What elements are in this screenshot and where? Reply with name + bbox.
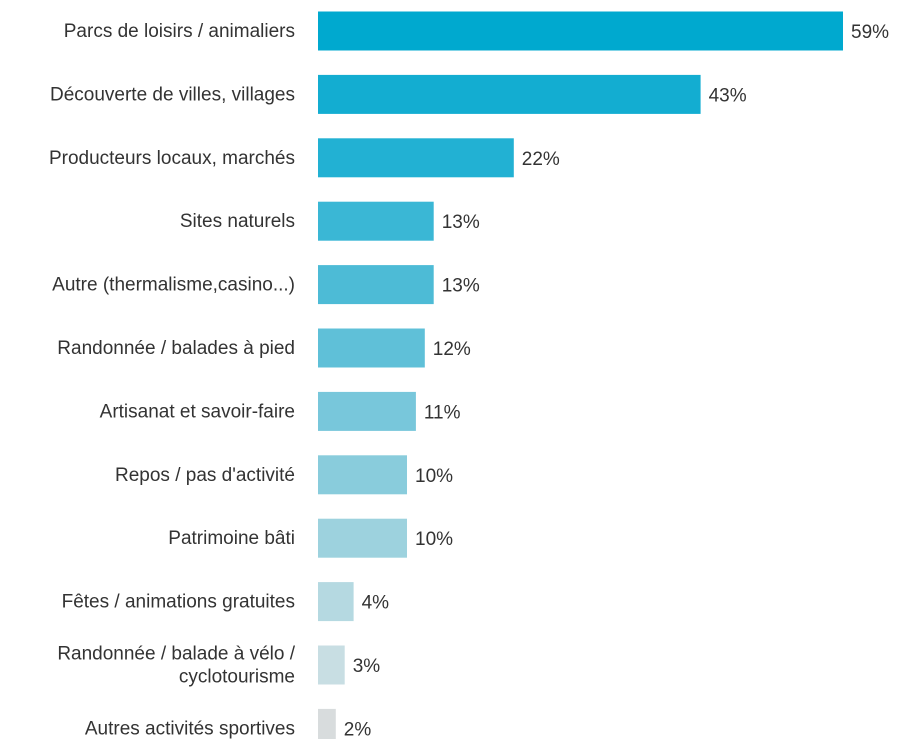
category-label-0: Parcs de loisirs / animaliers bbox=[64, 21, 295, 42]
bar-2 bbox=[318, 138, 514, 178]
value-label-4: 13% bbox=[442, 276, 480, 297]
category-label-9: Fêtes / animations gratuites bbox=[62, 592, 295, 613]
category-label-2: Producteurs locaux, marchés bbox=[49, 148, 295, 169]
bar-0 bbox=[318, 11, 843, 51]
value-label-1: 43% bbox=[709, 85, 747, 106]
value-label-7: 10% bbox=[415, 466, 453, 487]
category-label-4: Autre (thermalisme,casino...) bbox=[52, 275, 295, 296]
bar-9 bbox=[318, 582, 354, 622]
bar-1 bbox=[318, 74, 701, 114]
bar-5 bbox=[318, 328, 425, 368]
category-label-10-line-1: cyclotourisme bbox=[179, 667, 295, 688]
value-label-9: 4% bbox=[362, 593, 390, 614]
bar-6 bbox=[318, 391, 416, 431]
category-label-6: Artisanat et savoir-faire bbox=[100, 401, 295, 422]
bar-3 bbox=[318, 201, 434, 241]
value-label-2: 22% bbox=[522, 149, 560, 170]
value-label-11: 2% bbox=[344, 719, 372, 739]
value-label-6: 11% bbox=[424, 402, 461, 423]
category-label-5: Randonnée / balades à pied bbox=[57, 338, 295, 359]
bar-7 bbox=[318, 455, 407, 495]
value-label-10: 3% bbox=[353, 656, 381, 677]
bar-4 bbox=[318, 265, 434, 305]
value-label-3: 13% bbox=[442, 212, 480, 233]
value-label-0: 59% bbox=[851, 22, 889, 43]
category-label-8: Patrimoine bâti bbox=[168, 528, 295, 549]
category-label-3: Sites naturels bbox=[180, 211, 295, 232]
bar-8 bbox=[318, 518, 407, 558]
bar-11 bbox=[318, 708, 336, 739]
bars-group bbox=[318, 11, 843, 739]
bar-10 bbox=[318, 645, 345, 685]
category-label-10-line-0: Randonnée / balade à vélo / bbox=[57, 644, 295, 665]
value-label-5: 12% bbox=[433, 339, 471, 360]
category-label-1: Découverte de villes, villages bbox=[50, 84, 295, 105]
value-labels-group: 59% 43% 22% 13% 13% 12% 11% 10% 10% 4% 3% 2% bbox=[344, 22, 889, 739]
value-label-8: 10% bbox=[415, 529, 453, 550]
category-labels-group: Parcs de loisirs / animaliers Découverte … bbox=[49, 21, 296, 739]
category-label-11: Autres activités sportives bbox=[85, 718, 295, 739]
category-label-7: Repos / pas d'activité bbox=[115, 465, 295, 486]
